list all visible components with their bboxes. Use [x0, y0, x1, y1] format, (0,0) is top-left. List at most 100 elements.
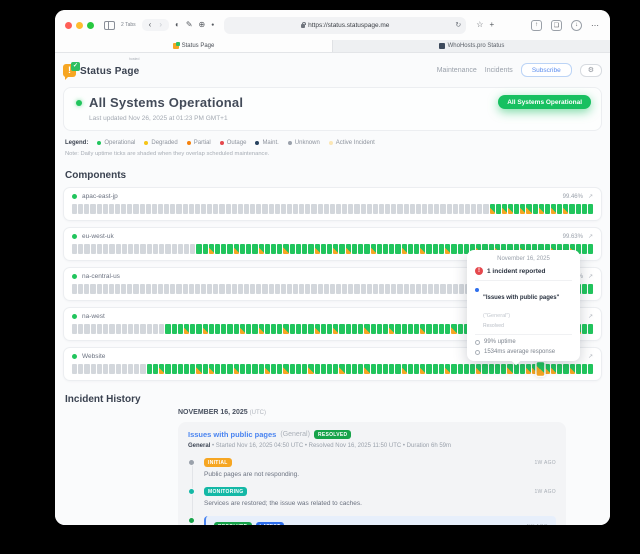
uptime-tick[interactable] — [227, 364, 233, 374]
uptime-tick[interactable] — [339, 324, 345, 334]
uptime-tick[interactable] — [339, 364, 345, 374]
uptime-tick[interactable] — [165, 244, 171, 254]
uptime-tick[interactable] — [140, 364, 146, 374]
hovered-uptime-tick[interactable] — [537, 362, 545, 376]
uptime-tick[interactable] — [476, 364, 482, 374]
uptime-tick[interactable] — [336, 284, 342, 294]
uptime-tick[interactable] — [451, 244, 457, 254]
uptime-tick[interactable] — [415, 284, 422, 294]
uptime-tick[interactable] — [569, 204, 575, 214]
bookmark-star-icon[interactable]: ☆ — [476, 20, 484, 29]
uptime-tick[interactable] — [256, 284, 262, 294]
uptime-tick[interactable] — [434, 204, 440, 214]
uptime-tick[interactable] — [452, 284, 458, 294]
uptime-tick[interactable] — [587, 204, 593, 214]
reader-mode-icon[interactable]: ◐ — [175, 20, 180, 29]
uptime-tick[interactable] — [326, 244, 333, 254]
tab-count-label[interactable]: 2 Tabs — [121, 22, 136, 28]
uptime-tick[interactable] — [488, 364, 494, 374]
uptime-tick[interactable] — [451, 324, 457, 334]
uptime-tick[interactable] — [84, 244, 90, 254]
uptime-tick[interactable] — [196, 364, 202, 374]
uptime-tick[interactable] — [231, 284, 237, 294]
uptime-tick[interactable] — [145, 204, 151, 214]
uptime-tick[interactable] — [78, 324, 84, 334]
uptime-tick[interactable] — [513, 244, 519, 254]
expand-icon[interactable]: ↗ — [587, 194, 593, 200]
uptime-tick[interactable] — [283, 244, 289, 254]
uptime-tick[interactable] — [121, 244, 127, 254]
uptime-tick[interactable] — [207, 204, 213, 214]
uptime-tick[interactable] — [302, 324, 308, 334]
uptime-tick[interactable] — [370, 364, 376, 374]
uptime-tick[interactable] — [320, 324, 326, 334]
uptime-tick[interactable] — [262, 204, 268, 214]
uptime-tick[interactable] — [345, 244, 351, 254]
uptime-tick[interactable] — [202, 244, 208, 254]
uptime-tick[interactable] — [145, 284, 151, 294]
uptime-tick[interactable] — [96, 324, 103, 334]
uptime-tick[interactable] — [295, 324, 302, 334]
uptime-tick[interactable] — [90, 324, 96, 334]
uptime-tick[interactable] — [581, 364, 588, 374]
uptime-tick[interactable] — [358, 324, 364, 334]
address-bar[interactable]: https://status.statuspage.me ↻ — [224, 16, 467, 34]
uptime-tick[interactable] — [78, 204, 84, 214]
uptime-tick[interactable] — [183, 364, 190, 374]
uptime-tick[interactable] — [389, 324, 395, 334]
uptime-tick[interactable] — [314, 324, 320, 334]
uptime-tick[interactable] — [463, 364, 469, 374]
uptime-tick[interactable] — [488, 244, 494, 254]
uptime-tick[interactable] — [289, 324, 295, 334]
uptime-tick[interactable] — [520, 204, 526, 214]
uptime-tick[interactable] — [243, 284, 250, 294]
uptime-tick[interactable] — [409, 284, 415, 294]
uptime-tick[interactable] — [225, 284, 231, 294]
uptime-tick[interactable] — [445, 324, 451, 334]
uptime-tick[interactable] — [139, 284, 145, 294]
uptime-tick[interactable] — [151, 284, 157, 294]
uptime-tick[interactable] — [72, 324, 78, 334]
uptime-tick[interactable] — [258, 324, 264, 334]
uptime-tick[interactable] — [397, 284, 403, 294]
uptime-tick[interactable] — [457, 244, 463, 254]
uptime-tick[interactable] — [342, 204, 348, 214]
uptime-tick[interactable] — [258, 364, 264, 374]
uptime-tick[interactable] — [457, 324, 463, 334]
nav-link-maintenance[interactable]: Maintenance — [436, 66, 477, 74]
uptime-tick[interactable] — [277, 324, 283, 334]
uptime-tick[interactable] — [458, 284, 464, 294]
uptime-tick[interactable] — [171, 324, 177, 334]
uptime-tick[interactable] — [458, 204, 464, 214]
uptime-tick[interactable] — [366, 204, 372, 214]
uptime-tick[interactable] — [109, 324, 115, 334]
uptime-tick[interactable] — [152, 324, 159, 334]
uptime-tick[interactable] — [127, 324, 134, 334]
uptime-tick[interactable] — [108, 204, 114, 214]
uptime-tick[interactable] — [391, 204, 397, 214]
uptime-tick[interactable] — [233, 324, 239, 334]
uptime-tick[interactable] — [102, 204, 108, 214]
uptime-tick[interactable] — [370, 324, 376, 334]
uptime-tick[interactable] — [293, 284, 299, 294]
uptime-tick[interactable] — [277, 364, 283, 374]
uptime-tick[interactable] — [544, 244, 550, 254]
back-icon[interactable]: ‹ — [148, 20, 152, 29]
uptime-tick[interactable] — [470, 244, 476, 254]
share-icon[interactable]: ↑ — [531, 19, 542, 31]
uptime-tick[interactable] — [165, 364, 171, 374]
uptime-tick[interactable] — [96, 204, 102, 214]
uptime-tick[interactable] — [314, 244, 320, 254]
extensions-icon[interactable]: ⊕ — [198, 20, 206, 29]
new-tab-plus-icon[interactable]: + — [489, 20, 495, 29]
uptime-tick[interactable] — [289, 244, 295, 254]
uptime-tick[interactable] — [271, 244, 277, 254]
uptime-tick[interactable] — [200, 284, 207, 294]
uptime-tick[interactable] — [219, 284, 225, 294]
uptime-tick[interactable] — [159, 364, 165, 374]
uptime-tick[interactable] — [588, 244, 594, 254]
uptime-tick[interactable] — [115, 244, 121, 254]
uptime-tick[interactable] — [264, 244, 270, 254]
uptime-tick[interactable] — [146, 244, 152, 254]
uptime-tick[interactable] — [202, 364, 208, 374]
